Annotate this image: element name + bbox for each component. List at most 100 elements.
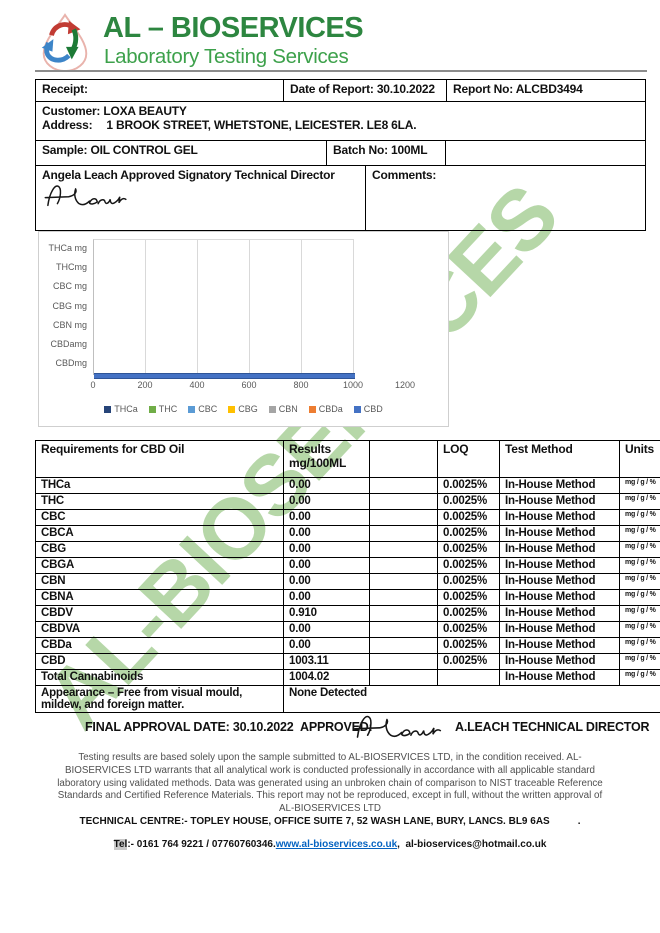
tel-numbers: :- 0161 764 9221 / 07760760346.	[127, 839, 276, 850]
table-cell	[369, 573, 438, 590]
table-cell: 0.910	[283, 605, 370, 622]
link-separator: ,	[397, 839, 400, 850]
table-row: CBNA 0.00 0.0025% In-House Method mg / g / %	[35, 589, 660, 606]
table-cell: THCa	[35, 477, 284, 494]
table-row: THC 0.00 0.0025% In-House Method mg / g / %	[35, 493, 660, 510]
report-date-cell: Date of Report: 30.10.2022	[284, 80, 447, 101]
table-cell: 0.0025%	[437, 557, 500, 574]
col-units: Units	[619, 440, 660, 478]
table-cell: CBD	[35, 653, 284, 670]
table-cell: In-House Method	[499, 669, 620, 686]
table-cell: CBDa	[35, 637, 284, 654]
comments-label: Comments:	[372, 168, 437, 182]
appearance-label: Appearance – Free from visual mould, mil…	[35, 685, 284, 713]
table-cell	[369, 477, 438, 494]
legend-label: CBC	[198, 404, 218, 414]
table-cell: mg / g / %	[619, 573, 660, 590]
table-cell	[369, 509, 438, 526]
table-cell: 0.0025%	[437, 589, 500, 606]
table-row: CBN 0.00 0.0025% In-House Method mg / g / %	[35, 573, 660, 590]
x-tick-label: 200	[137, 380, 153, 390]
bar-CBD	[94, 373, 355, 380]
legend-item: CBDa	[308, 404, 343, 414]
results-header-row: Requirements for CBD Oil Results mg/100M…	[35, 440, 660, 478]
table-row: CBD 1003.11 0.0025% In-House Method mg / g /…	[35, 653, 660, 670]
table-cell: In-House Method	[499, 541, 620, 558]
table-cell: In-House Method	[499, 605, 620, 622]
results-table: Requirements for CBD Oil Results mg/100M…	[35, 440, 660, 713]
table-cell	[369, 637, 438, 654]
table-cell: CBC	[35, 509, 284, 526]
table-row: CBDVA 0.00 0.0025% In-House Method mg / g / …	[35, 621, 660, 638]
signatory-cell: Angela Leach Approved Signatory Technica…	[36, 166, 366, 230]
table-cell	[369, 557, 438, 574]
footer-trailing-dot: .	[577, 816, 581, 827]
x-tick-label: 800	[293, 380, 309, 390]
receipt-cell: Receipt:	[36, 80, 284, 101]
report-no-label: Report No:	[453, 82, 513, 96]
table-cell: 0.00	[283, 493, 370, 510]
website-link[interactable]: www.al-bioservices.co.uk	[275, 839, 398, 850]
table-cell: 0.0025%	[437, 573, 500, 590]
technical-centre-text: TECHNICAL CENTRE:- TOPLEY HOUSE, OFFICE …	[79, 816, 550, 827]
x-tick-label: 1000	[342, 380, 364, 390]
email-text: al-bioservices@hotmail.co.uk	[405, 839, 547, 850]
company-name: AL – BIOSERVICES	[103, 12, 364, 44]
table-cell	[369, 589, 438, 606]
legend-item: THC	[148, 404, 177, 414]
table-cell: mg / g / %	[619, 525, 660, 542]
legend-item: CBN	[268, 404, 298, 414]
legend-swatch-icon	[104, 405, 112, 413]
table-cell: CBGA	[35, 557, 284, 574]
report-info-table: Receipt: Date of Report: 30.10.2022 Repo…	[35, 79, 646, 231]
cannabinoid-bar-chart: THCa mg THCmg CBC mg CBG mg CBN mg CBDamg CBDm…	[38, 231, 449, 427]
empty-cell	[446, 141, 645, 165]
table-cell	[369, 493, 438, 510]
table-cell: mg / g / %	[619, 541, 660, 558]
table-cell: 0.0025%	[437, 541, 500, 558]
approver-name: A.LEACH TECHNICAL DIRECTOR	[455, 720, 650, 734]
report-no-value: ALCBD3494	[515, 82, 583, 96]
table-cell: CBCA	[35, 525, 284, 542]
table-cell: 0.00	[283, 541, 370, 558]
table-cell: mg / g / %	[619, 621, 660, 638]
legend-swatch-icon	[228, 405, 236, 413]
col-results-line2: mg/100ML	[289, 456, 347, 470]
address-value: 1 BROOK STREET, WHETSTONE, LEICESTER. LE…	[106, 118, 417, 132]
angela-leach-signature	[44, 185, 127, 207]
signatory-text: Angela Leach Approved Signatory Technica…	[42, 168, 335, 182]
table-cell: 0.0025%	[437, 621, 500, 638]
table-row: Total Cannabinoids 1004.02 In-House Method…	[35, 669, 660, 686]
table-cell: mg / g / %	[619, 669, 660, 686]
x-tick-label: 400	[189, 380, 205, 390]
sample-cell: Sample: OIL CONTROL GEL	[36, 141, 327, 165]
customer-value: LOXA BEAUTY	[103, 104, 187, 118]
final-approval-date: FINAL APPROVAL DATE: 30.10.2022	[85, 720, 294, 734]
table-cell: 0.0025%	[437, 493, 500, 510]
appearance-row: Appearance – Free from visual mould, mil…	[35, 685, 660, 713]
table-cell: Total Cannabinoids	[35, 669, 284, 686]
chart-plot-area	[93, 239, 355, 380]
category-label: CBDamg	[50, 338, 87, 349]
legend-swatch-icon	[353, 405, 361, 413]
table-row: THCa 0.00 0.0025% In-House Method mg / g / %	[35, 477, 660, 494]
batch-cell: Batch No: 100ML	[327, 141, 446, 165]
comments-cell: Comments:	[366, 166, 645, 230]
table-cell: In-House Method	[499, 493, 620, 510]
table-row: CBC 0.00 0.0025% In-House Method mg / g / %	[35, 509, 660, 526]
legend-swatch-icon	[188, 405, 196, 413]
x-tick-label: 0	[90, 380, 96, 390]
table-cell: THC	[35, 493, 284, 510]
category-label: CBN mg	[52, 319, 87, 330]
table-cell: 0.00	[283, 509, 370, 526]
gridline	[197, 240, 198, 374]
table-cell: mg / g / %	[619, 493, 660, 510]
table-cell: CBG	[35, 541, 284, 558]
table-row: CBCA 0.00 0.0025% In-House Method mg / g / %	[35, 525, 660, 542]
approval-line: FINAL APPROVAL DATE: 30.10.2022 APPROVED…	[0, 712, 660, 746]
table-cell: mg / g / %	[619, 637, 660, 654]
table-cell: mg / g / %	[619, 557, 660, 574]
table-cell	[369, 541, 438, 558]
batch-label: Batch No:	[333, 143, 388, 157]
